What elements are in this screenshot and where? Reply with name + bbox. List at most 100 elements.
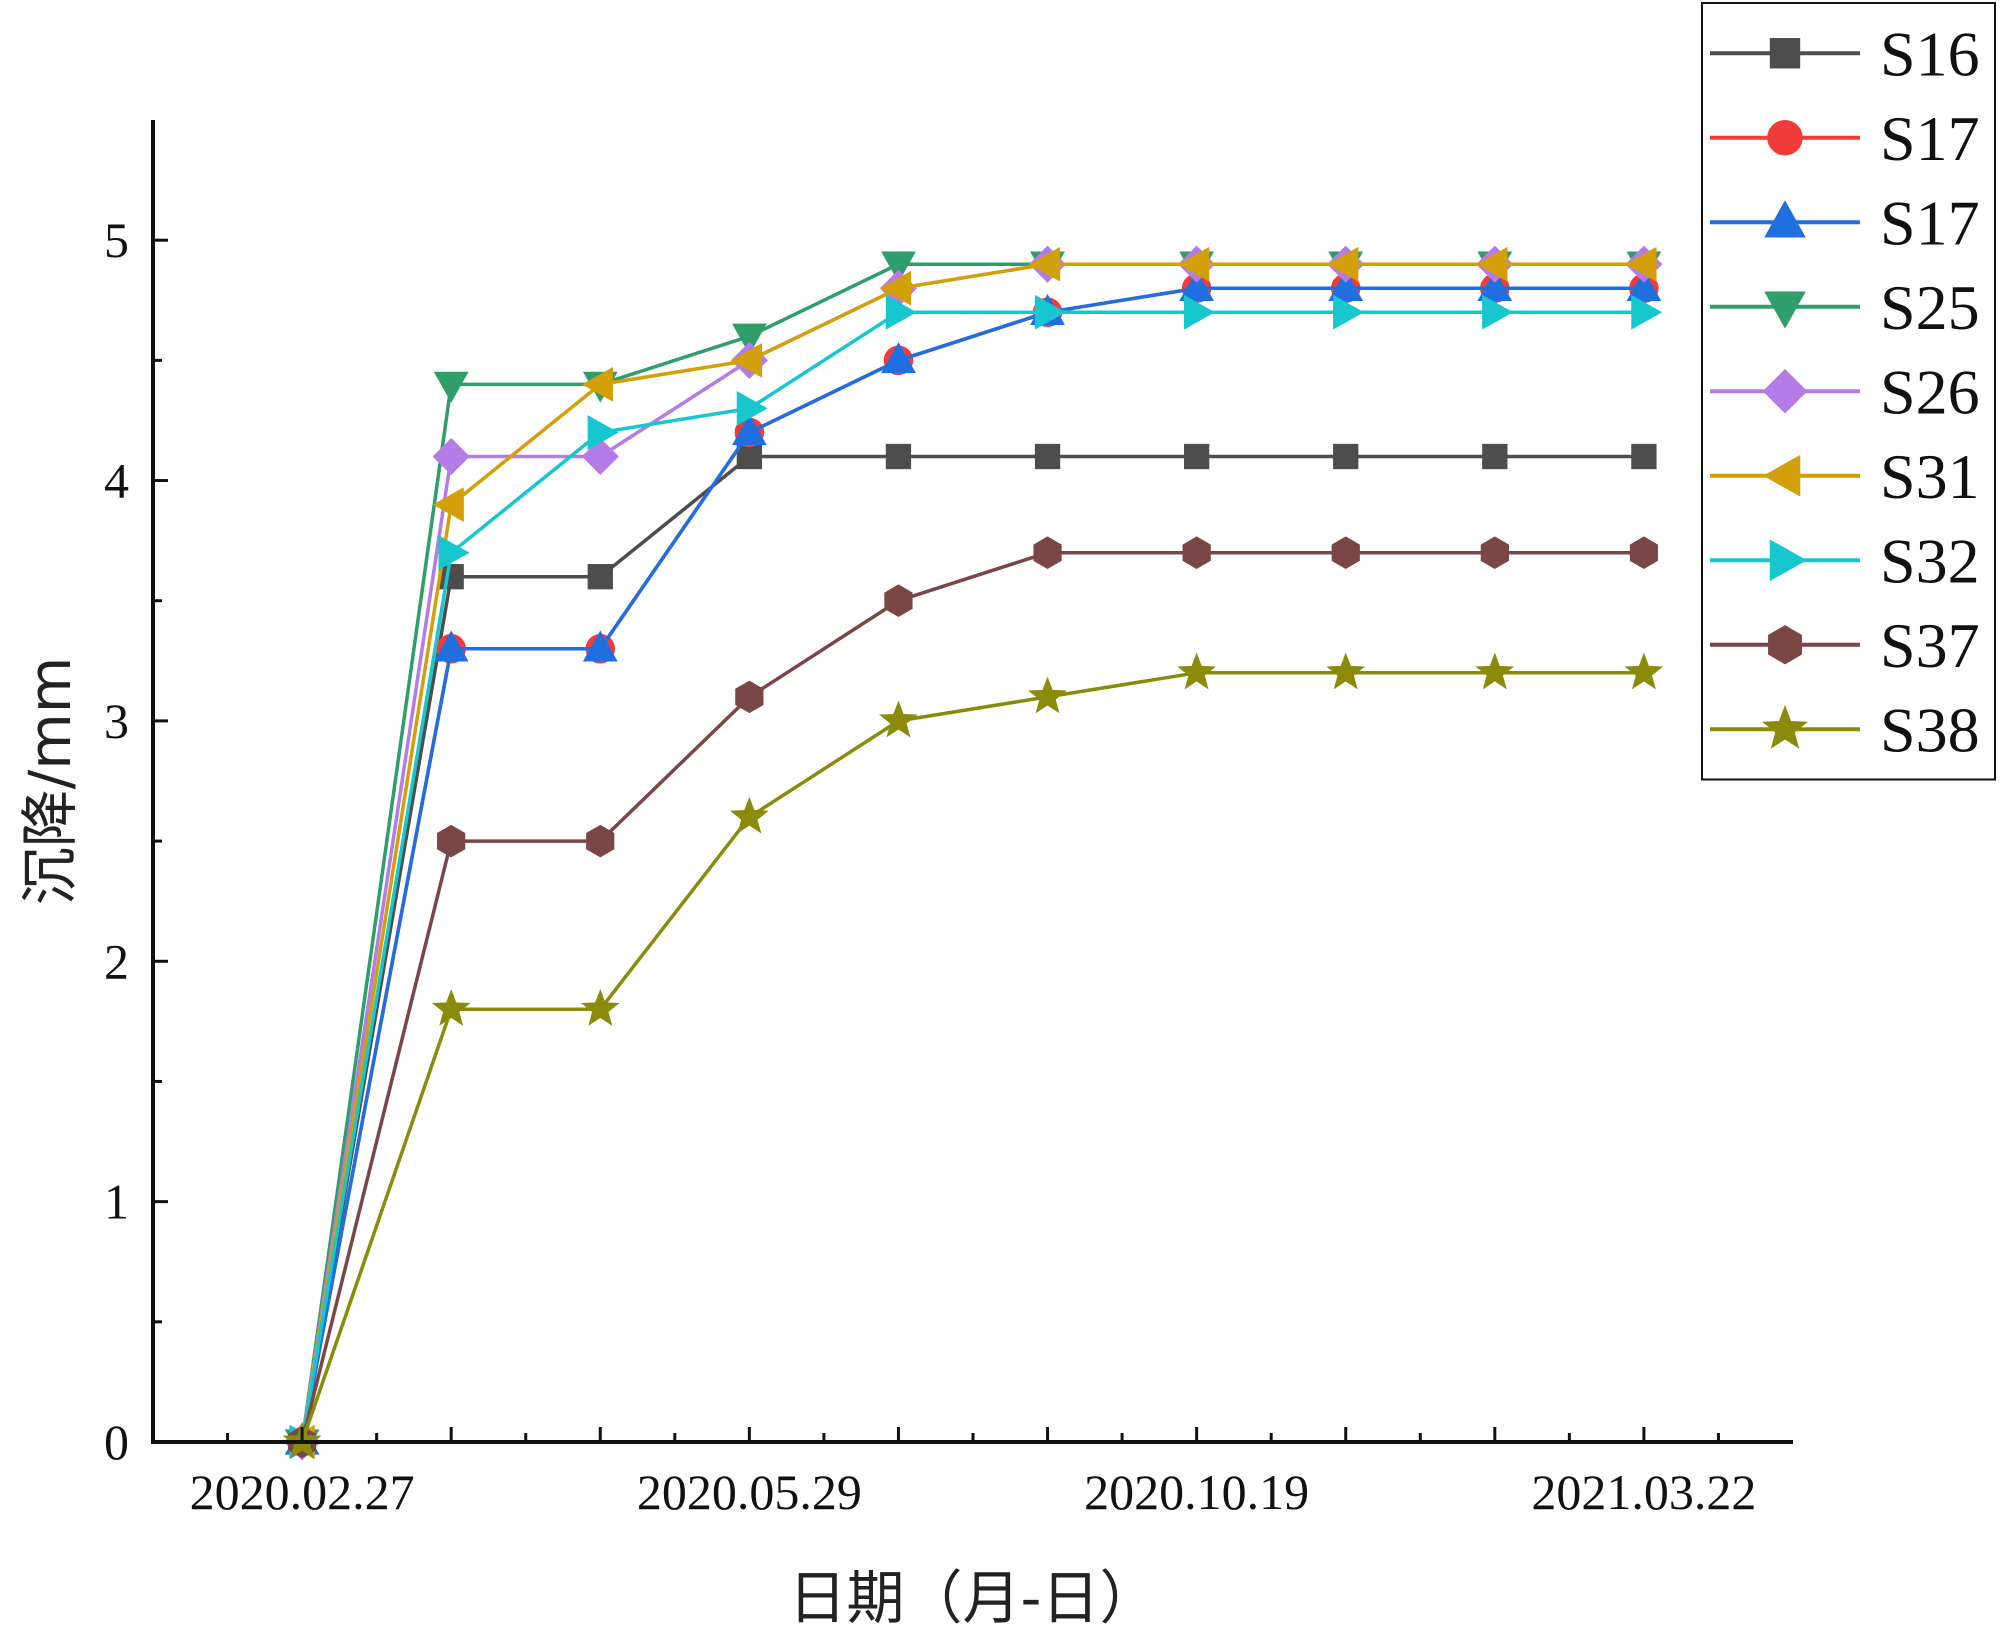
legend-label: S17 [1880, 187, 1980, 258]
series-line [300, 262, 1644, 1443]
triangle-left-marker [880, 270, 912, 306]
hexagon-marker [884, 584, 913, 617]
y-axis-title: 沉降/mm [16, 657, 84, 906]
diamond-marker [1762, 368, 1808, 414]
legend-label: S25 [1880, 272, 1980, 343]
legend-item: S32 [1710, 525, 1980, 596]
y-tick-label: 2 [104, 933, 129, 989]
series-S31-5 [283, 246, 1657, 1460]
y-tick-label: 4 [104, 453, 129, 509]
triangle-down-marker [1764, 291, 1806, 329]
legend: S16 S17 S17 S25 S26 S31 S32 S37 S38 [1701, 2, 1996, 781]
square-marker [736, 443, 763, 470]
y-tick-label: 0 [104, 1414, 129, 1470]
legend-label: S38 [1880, 694, 1980, 765]
legend-item: S17 [1710, 103, 1980, 174]
triangle-up-marker [1328, 269, 1364, 301]
star-marker [1326, 652, 1366, 690]
star-marker [1761, 704, 1809, 749]
x-tick-label: 2020.02.27 [190, 1464, 415, 1520]
x-tick-label: 2021.03.22 [1531, 1464, 1756, 1520]
triangle-up-marker [1477, 269, 1513, 301]
triangle-down-marker [732, 323, 767, 355]
hexagon-marker [1182, 536, 1211, 569]
series-S16-0 [289, 443, 1657, 1455]
legend-label: S26 [1880, 356, 1980, 427]
square-marker [1631, 443, 1657, 470]
legend-label: S31 [1880, 441, 1980, 512]
y-tick-label: 5 [104, 212, 129, 268]
triangle-left-marker [1476, 246, 1508, 282]
star-marker [431, 988, 471, 1026]
star-marker [1624, 652, 1664, 690]
triangle-left-marker [1327, 246, 1359, 282]
series-S17-1 [287, 273, 1659, 1457]
series-S25-3 [284, 251, 1662, 1461]
triangle-up-marker [732, 414, 767, 446]
triangle-left-marker [432, 487, 464, 522]
triangle-left-marker [1029, 246, 1061, 282]
triangle-down-marker [433, 371, 469, 403]
hexagon-marker [1629, 536, 1658, 569]
star-marker [1028, 676, 1067, 714]
series-S37-7 [288, 536, 1658, 1459]
triangle-up-marker [1626, 269, 1662, 301]
star-marker [1177, 652, 1216, 690]
series-line [300, 550, 1644, 1443]
legend-item: S25 [1710, 272, 1980, 343]
diamond-marker [432, 437, 470, 476]
legend-item: S37 [1710, 610, 1980, 681]
series-line [300, 671, 1644, 1443]
legend-item: S17 [1710, 187, 1980, 258]
legend-label: S17 [1880, 103, 1980, 174]
star-marker [580, 988, 620, 1026]
legend-item: S16 [1710, 18, 1980, 89]
hexagon-marker [735, 680, 764, 714]
series-line [300, 310, 1644, 1443]
legend-item: S38 [1710, 694, 1980, 765]
hexagon-marker [1480, 536, 1509, 569]
triangle-left-marker [731, 343, 763, 378]
square-marker [1769, 38, 1801, 69]
x-tick-label: 2020.10.19 [1084, 1464, 1309, 1520]
triangle-left-marker [1625, 246, 1657, 282]
legend-item: S26 [1710, 356, 1980, 427]
y-tick-label: 1 [104, 1174, 129, 1230]
hexagon-marker [1033, 536, 1062, 569]
star-marker [879, 700, 918, 738]
series-line [300, 262, 1644, 1443]
series-S26-4 [283, 245, 1663, 1461]
triangle-right-marker [587, 415, 619, 450]
triangle-right-marker [736, 391, 768, 426]
star-marker [730, 796, 769, 834]
triangle-left-marker [1763, 454, 1801, 497]
square-marker [438, 564, 464, 590]
y-tick-label: 3 [104, 693, 129, 749]
legend-label: S32 [1880, 525, 1980, 596]
triangle-up-marker [881, 342, 916, 374]
triangle-down-marker [881, 251, 916, 283]
hexagon-marker [1768, 625, 1802, 665]
triangle-right-marker [1482, 294, 1514, 330]
circle-marker [1767, 120, 1803, 156]
x-ticks: 2020.02.27 2020.05.29 2020.10.19 2021.03.22 [190, 1427, 1756, 1520]
triangle-right-marker [885, 294, 917, 330]
triangle-up-marker [433, 630, 469, 662]
legend-label: S16 [1880, 18, 1980, 89]
triangle-up-marker [582, 630, 618, 662]
diamond-marker [581, 437, 619, 476]
square-marker [1034, 443, 1061, 470]
x-axis-title: 日期（月-日） [789, 1564, 1158, 1632]
series-S38-8 [282, 652, 1664, 1459]
square-marker [1183, 443, 1210, 470]
triangle-left-marker [581, 367, 613, 402]
star-marker [1475, 652, 1515, 690]
triangle-right-marker [1183, 294, 1215, 330]
square-marker [885, 443, 912, 470]
hexagon-marker [586, 824, 615, 858]
triangle-up-marker [1179, 269, 1214, 301]
legend-item: S31 [1710, 441, 1980, 512]
triangle-right-marker [1769, 539, 1807, 582]
